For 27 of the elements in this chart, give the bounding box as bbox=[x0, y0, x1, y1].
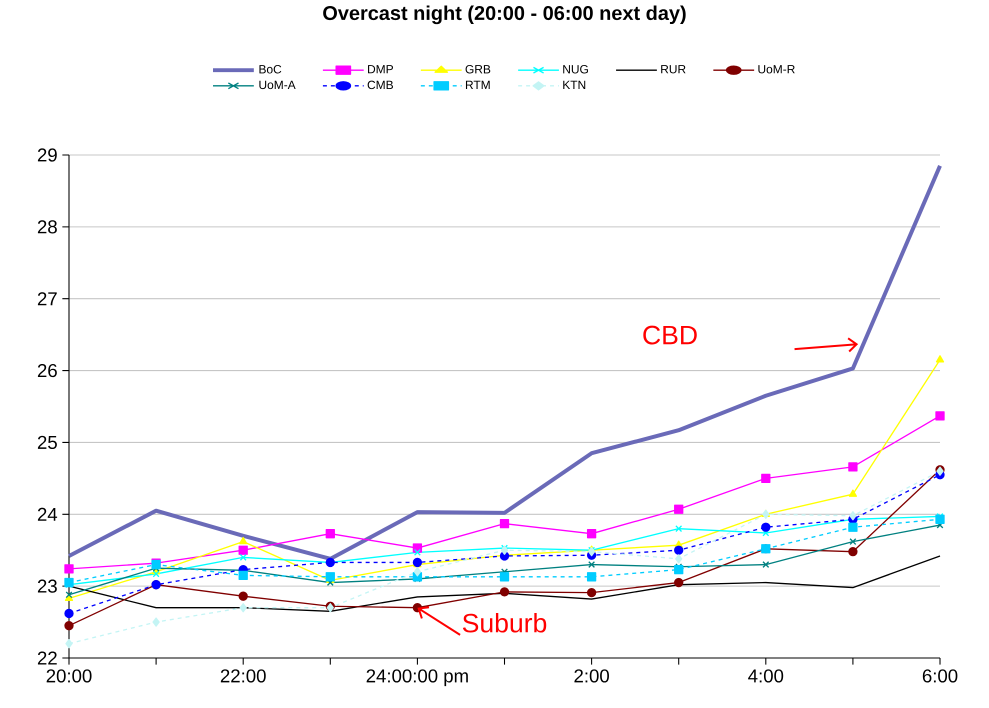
x-tick-label: 6:00 bbox=[922, 669, 958, 683]
y-tick-label: 23 bbox=[38, 580, 57, 593]
y-tick-label: 26 bbox=[38, 364, 57, 378]
y-tick-label: 28 bbox=[38, 220, 57, 234]
legend-label: GRB bbox=[466, 65, 490, 74]
x-tick-label: 2:00 bbox=[574, 669, 609, 683]
y-tick-label: 22 bbox=[38, 651, 57, 664]
y-tick-label: 25 bbox=[38, 436, 57, 450]
legend-label: DMP bbox=[368, 65, 393, 74]
annotation: CBD bbox=[643, 326, 697, 344]
legend-label: UoM-R bbox=[758, 65, 795, 74]
chart-title: Overcast night (20:00 - 06:00 next day) bbox=[323, 5, 686, 24]
x-tick-label: 24:00:00 pm bbox=[366, 669, 468, 686]
legend-label: KTN bbox=[563, 80, 586, 89]
legend-label: RTM bbox=[466, 80, 490, 89]
y-tick-label: 27 bbox=[38, 292, 57, 306]
x-tick-label: 22:00 bbox=[220, 669, 266, 683]
y-tick-label: 24 bbox=[38, 508, 58, 521]
legend-label: RUR bbox=[661, 65, 686, 74]
annotation: Suburb bbox=[462, 613, 546, 633]
legend-label: NUG bbox=[563, 65, 588, 74]
legend-label: CMB bbox=[368, 80, 393, 90]
x-tick-label: 4:00 bbox=[748, 669, 784, 683]
y-tick-label: 29 bbox=[38, 148, 57, 162]
legend-label: BoC bbox=[259, 65, 282, 74]
legend-label: UoM-A bbox=[259, 80, 296, 90]
x-tick-label: 20:00 bbox=[46, 669, 92, 683]
